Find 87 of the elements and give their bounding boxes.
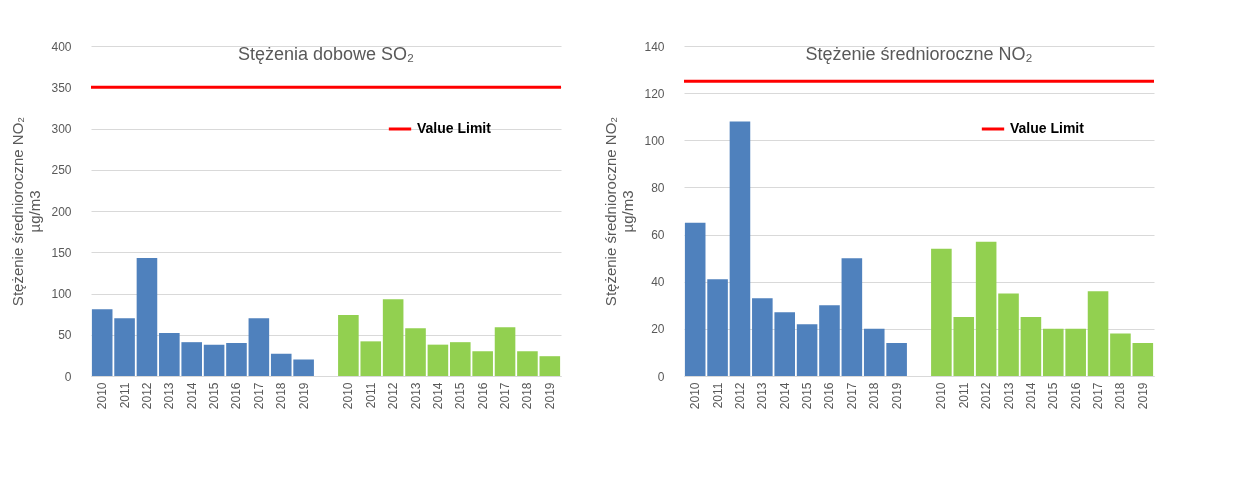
chart-title: Stężenia dobowe SO₂: [237, 44, 415, 64]
x-tick-label: 2013: [162, 382, 177, 410]
x-tick-label: 2017: [1091, 382, 1106, 410]
y-tick-label: 50: [58, 328, 72, 343]
x-tick-label: 2012: [732, 382, 747, 410]
bar: [248, 318, 270, 376]
bar: [539, 356, 561, 376]
y-tick-label: 40: [651, 275, 665, 290]
bar: [494, 327, 516, 376]
x-tick-label: 2014: [184, 382, 199, 410]
bar: [998, 293, 1019, 376]
y-tick-label: 300: [51, 122, 72, 136]
x-tick-label: 2010: [688, 382, 703, 410]
x-tick-label: 2017: [251, 382, 266, 410]
bar: [382, 299, 404, 376]
x-tick-label: 2018: [1113, 382, 1128, 410]
y-tick-label: 120: [644, 86, 665, 101]
x-tick-label: 2010: [341, 382, 356, 410]
x-tick-label: 2015: [800, 382, 815, 410]
y-tick-label: 400: [51, 39, 72, 54]
y-tick-label: 140: [644, 39, 665, 54]
x-tick-label: 2010: [95, 382, 110, 410]
bar: [684, 222, 706, 376]
legend-label: Value Limit: [417, 120, 492, 136]
x-tick-label: 2015: [453, 382, 468, 410]
bar: [427, 344, 449, 376]
y-tick-label: 100: [644, 133, 665, 148]
x-tick-label: 2015: [207, 382, 222, 410]
y-tick-label: 80: [651, 180, 665, 195]
x-tick-label: 2019: [889, 382, 904, 410]
x-tick-label: 2011: [117, 382, 132, 409]
bar: [729, 121, 751, 376]
bar: [114, 318, 135, 376]
y-tick-label: 250: [51, 163, 72, 178]
x-tick-label: 2014: [430, 382, 445, 410]
bar: [136, 258, 158, 376]
bar: [1132, 343, 1154, 376]
x-tick-label: 2010: [934, 382, 949, 410]
x-tick-label: 2019: [296, 382, 311, 410]
y-tick-label: 150: [51, 245, 72, 260]
x-tick-label: 2013: [1001, 382, 1016, 410]
bar: [203, 344, 225, 376]
x-tick-label: 2016: [475, 382, 490, 410]
x-tick-label: 2017: [844, 382, 859, 410]
x-tick-label: 2011: [363, 382, 378, 409]
bar: [975, 241, 997, 376]
x-tick-label: 2012: [386, 382, 401, 410]
x-tick-label: 2013: [408, 382, 423, 410]
y-tick-label: 100: [51, 287, 72, 301]
y-tick-label: 350: [51, 80, 72, 95]
bar: [1020, 317, 1042, 376]
bar: [1110, 333, 1131, 376]
bar: [1087, 291, 1109, 376]
bar: [226, 343, 247, 376]
x-tick-label: 2012: [139, 382, 154, 410]
bar: [405, 328, 426, 376]
x-tick-label: 2019: [542, 382, 557, 410]
chart-title: Stężenie średnioroczne NO₂: [805, 44, 1033, 64]
y-axis-title: Stężenie średnioroczne NO₂ µg/m3: [9, 116, 44, 307]
y-tick-label: 60: [651, 228, 665, 243]
x-tick-label: 2018: [274, 382, 289, 410]
x-tick-label: 2019: [1135, 382, 1150, 410]
x-tick-label: 2016: [1068, 382, 1083, 410]
x-tick-label: 2011: [956, 382, 971, 409]
bar: [517, 351, 538, 376]
x-tick-label: 2013: [755, 382, 770, 410]
bar: [841, 258, 863, 376]
bar: [796, 324, 818, 376]
y-tick-label: 20: [651, 322, 665, 337]
x-tick-label: 2014: [1023, 382, 1038, 410]
y-tick-label: 0: [657, 369, 665, 384]
bar: [819, 305, 840, 376]
x-tick-label: 2014: [777, 382, 792, 410]
y-tick-label: 0: [64, 369, 72, 384]
y-tick-label: 200: [51, 204, 72, 219]
x-tick-label: 2012: [979, 382, 994, 410]
x-tick-label: 2016: [229, 382, 244, 410]
x-tick-label: 2018: [520, 382, 535, 410]
legend-label: Value Limit: [1010, 120, 1085, 136]
bar: [91, 309, 113, 376]
x-tick-label: 2016: [822, 382, 837, 410]
x-tick-label: 2017: [498, 382, 513, 410]
x-tick-label: 2011: [710, 382, 725, 409]
x-tick-label: 2018: [867, 382, 882, 410]
x-tick-label: 2015: [1046, 382, 1061, 410]
y-axis-title: Stężenie średnioroczne NO₂ µg/m3: [602, 116, 637, 307]
bar: [707, 279, 728, 376]
